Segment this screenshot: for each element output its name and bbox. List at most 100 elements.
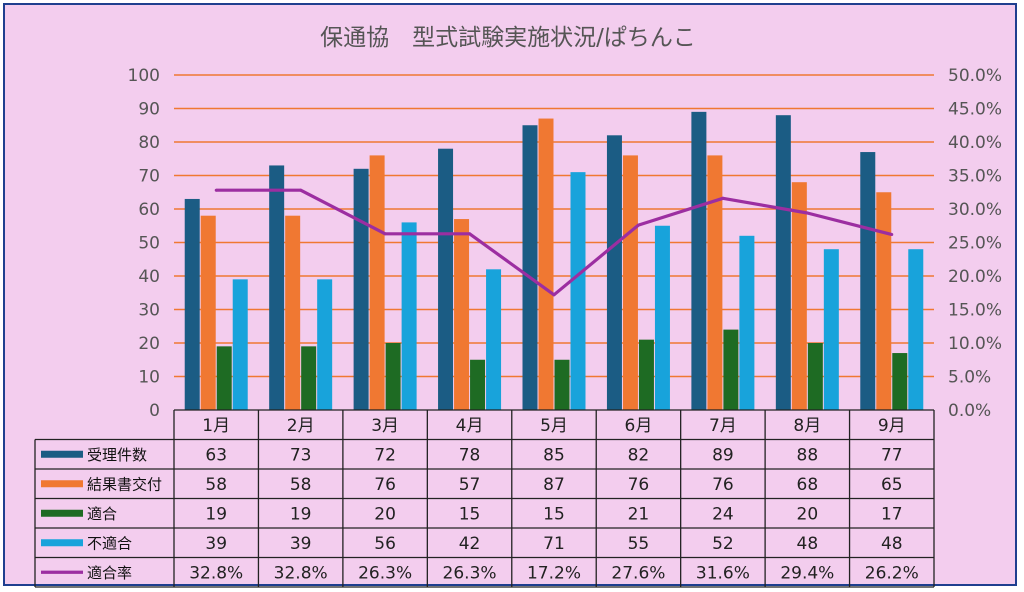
rate-point — [805, 211, 809, 215]
data-label: 72 — [374, 445, 396, 465]
bar-4 — [908, 249, 924, 410]
bar-1 — [775, 115, 791, 410]
category-label: 4月 — [456, 416, 484, 436]
data-label: 48 — [797, 534, 819, 554]
data-label: 39 — [205, 534, 227, 554]
bar-3 — [470, 359, 486, 410]
data-label: 76 — [628, 475, 650, 495]
data-label: 57 — [459, 475, 481, 495]
bar-2 — [454, 219, 470, 410]
category-label: 6月 — [625, 416, 653, 436]
data-label: 42 — [459, 534, 481, 554]
data-label: 32.8% — [189, 563, 243, 583]
y-left-tick-label: 80 — [138, 133, 160, 153]
legend-key — [41, 450, 83, 458]
y-left-tick-label: 40 — [138, 267, 160, 287]
rate-point — [721, 196, 725, 200]
bars — [184, 111, 924, 411]
bar-3 — [807, 343, 823, 410]
bar-3 — [301, 346, 317, 410]
series-name: 受理件数 — [87, 446, 147, 464]
series-name: 不適合 — [87, 534, 132, 552]
category-label: 1月 — [202, 416, 230, 436]
bar-3 — [554, 359, 570, 410]
rate-point — [890, 232, 894, 236]
axes: 0 0.0% 10 5.0% 20 10.0% 30 15.0% 40 20.0% 50 25.0% 6… — [128, 66, 1002, 421]
y-right-tick-label: 20.0% — [948, 267, 1002, 287]
rate-line — [214, 188, 894, 297]
rate-point — [299, 188, 303, 192]
gridlines — [174, 74, 934, 378]
bar-4 — [486, 269, 502, 410]
category-label: 3月 — [371, 416, 399, 436]
y-left-tick-label: 20 — [138, 334, 160, 354]
data-label: 26.3% — [443, 563, 497, 583]
chart-frame: 保通協 型式試験実施状況/ぱちんこ 0 0.0% 10 5.0% 20 10.0% 30 15… — [3, 3, 1017, 588]
bar-2 — [369, 155, 385, 410]
data-label: 20 — [797, 504, 819, 524]
series-name: 適合 — [87, 505, 117, 523]
bar-2 — [285, 215, 301, 410]
y-left-tick-label: 70 — [138, 167, 160, 187]
data-label: 19 — [290, 504, 312, 524]
bar-4 — [739, 235, 755, 410]
bar-4 — [823, 249, 839, 410]
combo-chart: 保通協 型式試験実施状況/ぱちんこ 0 0.0% 10 5.0% 20 10.0% 30 15… — [34, 25, 1002, 588]
data-label: 89 — [712, 445, 734, 465]
data-label: 24 — [712, 504, 734, 524]
data-label: 78 — [459, 445, 481, 465]
y-right-tick-label: 5.0% — [948, 368, 991, 388]
data-label: 88 — [797, 445, 819, 465]
data-label: 71 — [543, 534, 565, 554]
y-right-tick-label: 45.0% — [948, 100, 1002, 120]
data-label: 26.2% — [865, 563, 919, 583]
data-label: 76 — [712, 475, 734, 495]
category-label: 7月 — [709, 416, 737, 436]
data-label: 82 — [628, 445, 650, 465]
data-label: 76 — [374, 475, 396, 495]
data-label: 63 — [205, 445, 227, 465]
bar-1 — [691, 111, 707, 410]
bar-4 — [232, 279, 248, 410]
data-label: 77 — [881, 445, 903, 465]
data-label: 20 — [374, 504, 396, 524]
data-label: 52 — [712, 534, 734, 554]
data-label: 58 — [205, 475, 227, 495]
bar-2 — [707, 155, 723, 410]
rate-point — [383, 232, 387, 236]
y-right-tick-label: 30.0% — [948, 200, 1002, 220]
bar-3 — [216, 346, 232, 410]
series-name: 適合率 — [87, 564, 132, 582]
data-label: 17 — [881, 504, 903, 524]
y-left-tick-label: 60 — [138, 200, 160, 220]
bar-2 — [791, 182, 807, 410]
bar-1 — [438, 148, 454, 410]
data-label: 39 — [290, 534, 312, 554]
y-left-tick-label: 50 — [138, 234, 160, 254]
legend-key — [41, 539, 83, 547]
rate-point — [468, 232, 472, 236]
bar-4 — [570, 172, 586, 410]
rate-point — [636, 223, 640, 227]
series-name: 結果書交付 — [87, 475, 162, 493]
y-right-tick-label: 25.0% — [948, 234, 1002, 254]
rate-point — [552, 293, 556, 297]
bar-2 — [538, 118, 554, 411]
chart-title: 保通協 型式試験実施状況/ぱちんこ — [320, 25, 696, 51]
y-left-tick-label: 0 — [149, 401, 160, 421]
data-label: 27.6% — [611, 563, 665, 583]
bar-1 — [353, 168, 369, 410]
bar-3 — [638, 339, 654, 410]
bar-1 — [522, 125, 538, 410]
data-label: 19 — [205, 504, 227, 524]
bar-3 — [892, 353, 908, 410]
bar-3 — [385, 343, 401, 410]
data-label: 26.3% — [358, 563, 412, 583]
y-right-tick-label: 10.0% — [948, 334, 1002, 354]
data-label: 17.2% — [527, 563, 581, 583]
data-label: 65 — [881, 475, 903, 495]
bar-2 — [622, 155, 638, 410]
data-label: 31.6% — [696, 563, 750, 583]
y-left-tick-label: 100 — [128, 66, 160, 86]
category-label: 9月 — [878, 416, 906, 436]
